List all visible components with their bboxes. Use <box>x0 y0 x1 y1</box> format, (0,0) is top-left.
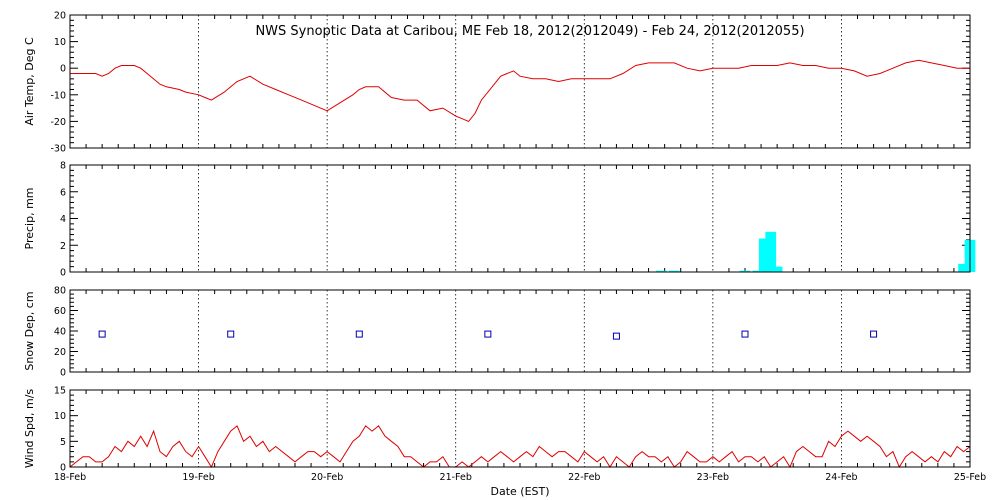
snow-depth-y-tick-label: 20 <box>54 347 66 358</box>
precip-bar <box>958 263 969 272</box>
snow-depth-panel: 0 20 40 60 80 Snow Dep, cm <box>23 286 971 379</box>
air-temp-y-axis-label: Air Temp, Deg C <box>23 37 36 126</box>
snow-depth-point <box>612 332 620 340</box>
precip-y-tick-label: 6 <box>60 187 66 198</box>
snow-depth-y-tick-label: 80 <box>54 286 66 297</box>
wind-speed-y-tick-label: 0 <box>60 463 66 474</box>
wind-speed-y-axis-label: Wind Spd, m/s <box>23 389 36 469</box>
wind-speed-frame <box>69 389 971 468</box>
wind-speed-series-line <box>69 425 971 469</box>
air-temp-y-tick-label: 20 <box>54 11 66 22</box>
air-temp-y-tick-label: -10 <box>50 90 66 101</box>
precip-y-axis-label: Precip, mm <box>23 188 36 250</box>
precip-y-tick-label: 8 <box>60 161 66 172</box>
air-temp-y-tick-label: -20 <box>50 117 66 128</box>
air-temp-y-tick-label: 0 <box>60 64 66 75</box>
precip-bar <box>752 270 764 272</box>
air-temp-panel: -30 -20 -10 0 10 20 Air Temp, Deg C <box>23 11 971 155</box>
x-tick-label: 20-Feb <box>311 472 343 483</box>
precip-bar <box>656 270 667 272</box>
x-tick-label: 21-Feb <box>440 472 472 483</box>
precip-y-tick-label: 0 <box>60 268 66 279</box>
wind-speed-y-tick-label: 5 <box>60 437 66 448</box>
wind-speed-panel: 0 5 10 15 Wind Spd, m/s <box>23 386 971 474</box>
air-temp-y-tick-label: 10 <box>54 37 66 48</box>
chart-title: NWS Synoptic Data at Caribou, ME Feb 18,… <box>255 24 804 39</box>
wind-speed-y-tick-label: 15 <box>54 386 66 397</box>
precip-bar <box>739 270 751 272</box>
snow-depth-point <box>355 330 363 338</box>
snow-depth-y-tick-label: 40 <box>54 327 66 338</box>
chart-panels: -30 -20 -10 0 10 20 Air Temp, Deg C 0 2 4 6 8 Precip… <box>23 11 976 474</box>
precip-bar <box>771 266 783 272</box>
x-tick-label: 19-Feb <box>182 472 214 483</box>
air-temp-y-tick-label: -30 <box>50 144 66 155</box>
precip-panel: 0 2 4 6 8 Precip, mm <box>23 161 976 279</box>
snow-depth-frame <box>69 289 971 373</box>
precip-y-tick-label: 2 <box>60 241 66 252</box>
x-axis-label: Date (EST) <box>490 485 549 498</box>
snow-depth-y-tick-label: 0 <box>60 368 66 379</box>
wind-speed-y-tick-label: 10 <box>54 411 66 422</box>
precip-y-tick-label: 4 <box>60 214 66 225</box>
snow-depth-point <box>741 330 749 338</box>
x-axis: 18-Feb 19-Feb 20-Feb 21-Feb 22-Feb 23-Feb 24-F… <box>54 472 986 483</box>
snow-depth-point <box>227 330 235 338</box>
snow-depth-y-tick-label: 60 <box>54 306 66 317</box>
x-tick-label: 25-Feb <box>954 472 986 483</box>
air-temp-series-line <box>70 59 970 123</box>
snow-depth-point <box>870 330 878 338</box>
snow-depth-point <box>98 330 106 338</box>
x-tick-label: 22-Feb <box>568 472 600 483</box>
precip-bar <box>758 238 770 272</box>
x-tick-label: 23-Feb <box>697 472 729 483</box>
precip-bar <box>765 231 777 272</box>
x-tick-label: 24-Feb <box>825 472 857 483</box>
air-temp-frame <box>69 14 971 149</box>
snow-depth-y-axis-label: Snow Dep, cm <box>23 291 36 370</box>
precip-bar <box>668 270 680 272</box>
snow-depth-point <box>484 330 492 338</box>
x-tick-label: 18-Feb <box>54 472 86 483</box>
precip-frame <box>69 164 971 273</box>
